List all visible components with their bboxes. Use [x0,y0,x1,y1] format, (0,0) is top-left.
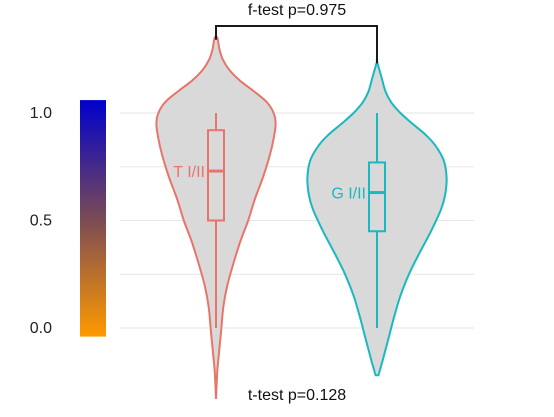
box-1 [207,129,225,222]
f-test-annotation: f-test p=0.975 [248,2,346,19]
box-2 [368,161,386,233]
violins: T I/II G I/II [155,35,448,399]
y-axis-tick-labels: 0.0 0.5 1.0 [30,105,52,337]
t-test-annotation: t-test p=0.128 [248,387,346,404]
colorbar [80,100,106,337]
y-tick-label: 0.5 [30,213,52,230]
y-tick-label: 0.0 [30,320,52,337]
significance-bracket [215,25,378,64]
series-label-1: T I/II [173,164,205,181]
y-tick-label: 1.0 [30,105,52,122]
series-label-2: G I/II [331,186,366,203]
